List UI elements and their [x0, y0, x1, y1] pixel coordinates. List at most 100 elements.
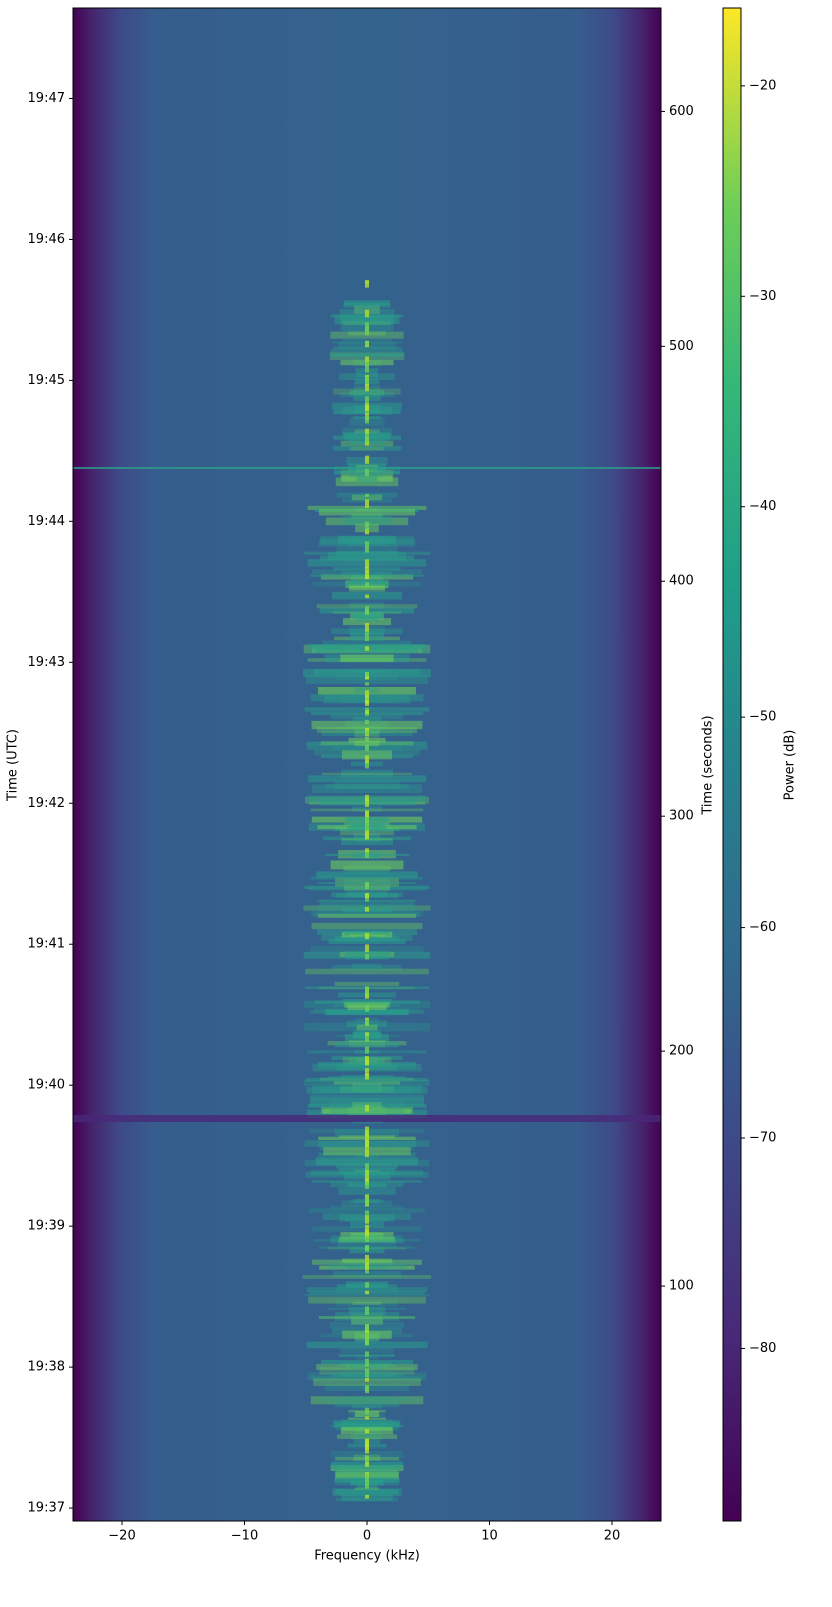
y-axis-label: Time (UTC) [6, 729, 21, 802]
texture-core [365, 810, 369, 818]
texture-streak [303, 551, 431, 555]
texture-streak [318, 1062, 416, 1070]
texture-streak [312, 1063, 422, 1072]
texture-core [365, 559, 369, 569]
texture-core [365, 719, 369, 725]
texture-streak [302, 1274, 432, 1279]
texture-streak [352, 806, 382, 812]
x-tick-label: −10 [231, 1529, 258, 1544]
texture-core [365, 850, 369, 858]
texture-streak [305, 968, 429, 975]
texture-streak [337, 535, 397, 544]
texture-core [365, 1126, 369, 1136]
texture-core [365, 362, 369, 367]
texture-core [365, 730, 369, 735]
texture-streak [311, 1085, 423, 1094]
texture-streak [307, 775, 427, 783]
texture-core [365, 374, 369, 379]
texture-streak [344, 877, 390, 886]
texture-streak [354, 305, 380, 315]
texture-streak [311, 784, 423, 794]
texture-core [365, 933, 369, 940]
texture-streak [354, 1433, 380, 1437]
texture-core [365, 710, 369, 714]
texture-core [365, 356, 369, 362]
texture-streak [345, 866, 389, 875]
texture-streak [349, 585, 385, 591]
texture-streak [341, 475, 393, 482]
texture-core [365, 798, 369, 807]
texture-streak [316, 1364, 418, 1370]
texture-streak [320, 741, 414, 746]
texture-core [365, 383, 369, 392]
texture-core [365, 1233, 369, 1242]
texture-streak [306, 1287, 428, 1293]
texture-streak [352, 1083, 382, 1092]
texture-core [365, 378, 369, 386]
texture-core [365, 1484, 369, 1489]
texture-streak [350, 446, 384, 451]
texture-streak [338, 1187, 396, 1195]
texture-core [365, 1194, 369, 1200]
texture-core [365, 1254, 369, 1261]
texture-core [365, 1032, 369, 1036]
texture-streak [311, 922, 423, 930]
texture-streak [335, 477, 399, 487]
texture-core [365, 830, 369, 840]
texture-core [365, 1358, 369, 1367]
texture-streak [332, 445, 402, 451]
texture-streak [333, 388, 401, 395]
texture-core [365, 548, 369, 553]
texture-streak [336, 1064, 398, 1071]
texture-streak [330, 1205, 404, 1210]
texture-streak [336, 1284, 398, 1293]
texture-streak [337, 1239, 397, 1249]
texture-streak [313, 1378, 421, 1386]
texture-core [365, 1267, 369, 1274]
texture-streak [318, 1315, 416, 1319]
texture-streak [342, 618, 392, 626]
texture-core [365, 953, 369, 960]
texture-streak [354, 740, 380, 747]
texture-streak [328, 939, 406, 944]
spectrogram-texture [73, 280, 661, 1502]
texture-core [365, 1445, 369, 1454]
texture-core [365, 455, 369, 464]
colorbar-label: Power (dB) [783, 730, 798, 801]
texture-core [365, 682, 369, 686]
texture-core [365, 1017, 369, 1021]
texture-streak [356, 369, 378, 378]
texture-streak [343, 866, 391, 871]
texture-streak [330, 351, 404, 358]
texture-streak [351, 1433, 383, 1440]
texture-core [365, 623, 369, 632]
y-tick-label: 19:37 [28, 1501, 65, 1516]
texture-streak [319, 900, 415, 907]
texture-core [365, 1329, 369, 1338]
y2-tick-label: 600 [669, 104, 694, 119]
texture-core [365, 1214, 369, 1224]
texture-gap [73, 1115, 661, 1122]
texture-streak [340, 536, 394, 544]
texture-streak [356, 475, 378, 482]
texture-core [365, 309, 369, 318]
texture-streak [319, 555, 415, 561]
texture-core [365, 1020, 369, 1027]
texture-streak [351, 494, 383, 501]
texture-core [365, 1385, 369, 1394]
texture-streak [334, 1400, 400, 1408]
texture-line [73, 467, 661, 469]
colorbar-tick-label: −80 [749, 1341, 776, 1356]
texture-streak [321, 772, 413, 776]
texture-core [365, 1073, 369, 1080]
texture-streak [334, 981, 400, 986]
texture-streak [311, 720, 423, 730]
texture-streak [344, 300, 390, 306]
texture-streak [349, 629, 385, 635]
texture-streak [335, 1489, 399, 1495]
y-tick-label: 19:39 [28, 1219, 65, 1234]
y2-tick-label: 200 [669, 1044, 694, 1059]
texture-streak [348, 584, 386, 593]
texture-core [365, 760, 369, 769]
texture-streak [346, 670, 388, 674]
